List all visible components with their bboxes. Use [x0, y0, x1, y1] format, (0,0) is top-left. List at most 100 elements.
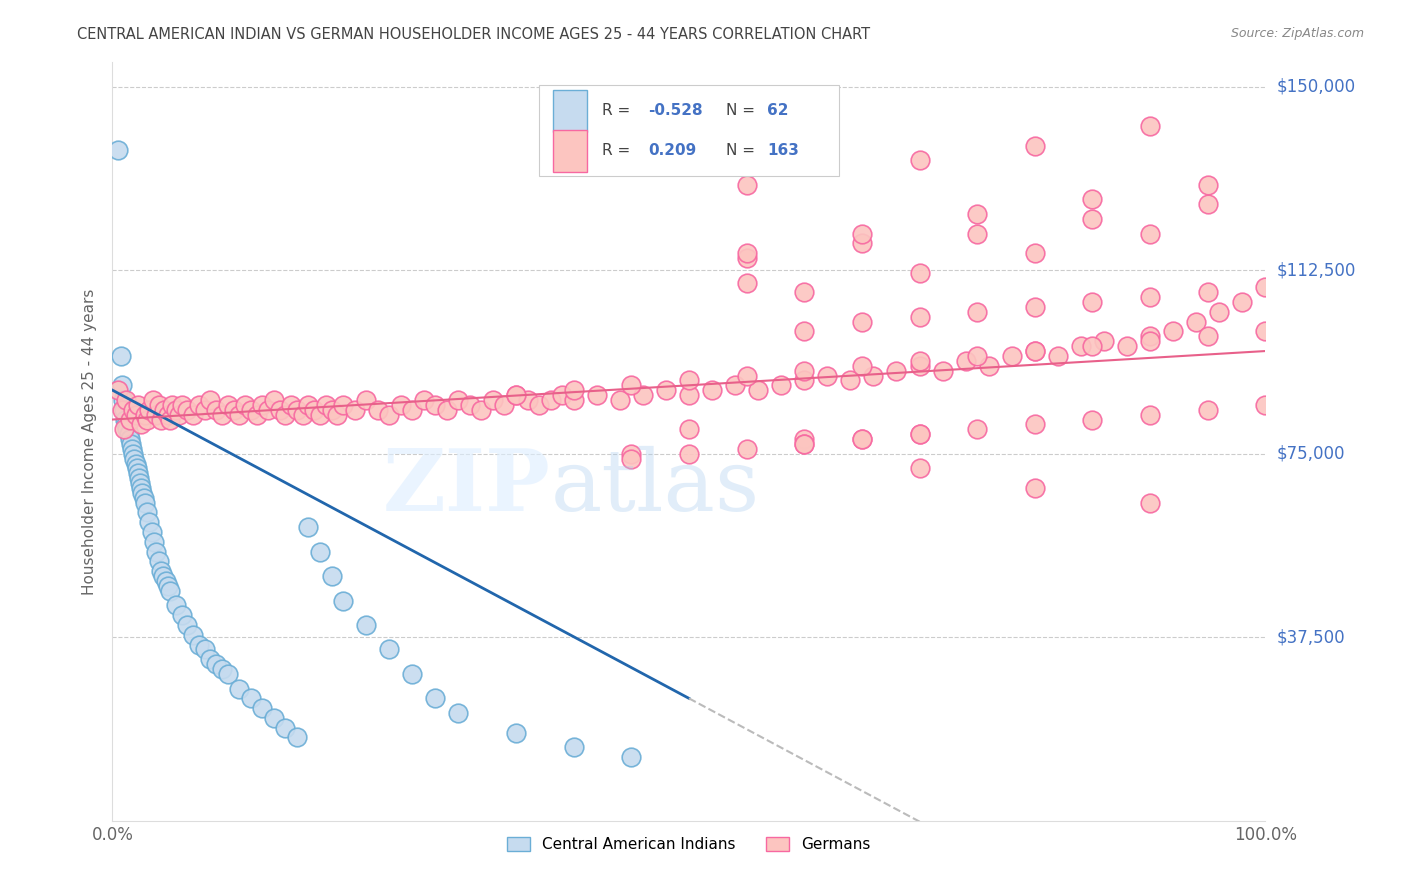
Point — [332, 593, 354, 607]
Point — [378, 642, 401, 657]
Point — [228, 408, 250, 422]
Point — [793, 432, 815, 446]
Point — [793, 363, 815, 377]
Point — [620, 451, 643, 466]
Point — [735, 368, 758, 383]
Point — [966, 422, 988, 436]
Point — [263, 392, 285, 407]
Point — [620, 447, 643, 461]
Point — [111, 402, 134, 417]
Point — [735, 251, 758, 265]
Point — [111, 392, 134, 407]
Point — [966, 207, 988, 221]
Point — [121, 442, 143, 456]
Point — [678, 373, 700, 387]
Point — [551, 388, 574, 402]
Text: 163: 163 — [768, 144, 799, 158]
Text: $150,000: $150,000 — [1277, 78, 1355, 96]
Point — [117, 422, 139, 436]
Point — [159, 583, 181, 598]
Point — [747, 383, 769, 397]
Point — [309, 544, 332, 558]
Point — [112, 422, 135, 436]
Point — [527, 398, 550, 412]
Point — [112, 402, 135, 417]
Point — [200, 652, 222, 666]
Point — [1208, 305, 1230, 319]
Point — [908, 310, 931, 324]
Point — [1139, 334, 1161, 349]
Point — [222, 402, 245, 417]
Point — [110, 349, 132, 363]
Point — [401, 666, 423, 681]
Point — [700, 383, 723, 397]
Point — [655, 383, 678, 397]
Point — [165, 402, 187, 417]
Point — [233, 398, 256, 412]
Point — [482, 392, 505, 407]
Point — [1139, 227, 1161, 241]
Point — [343, 402, 366, 417]
Point — [1197, 402, 1219, 417]
Point — [118, 432, 141, 446]
Point — [678, 447, 700, 461]
Point — [257, 402, 280, 417]
Point — [1024, 300, 1046, 314]
Point — [326, 408, 349, 422]
Point — [631, 388, 654, 402]
Point — [1254, 398, 1277, 412]
Point — [165, 599, 187, 613]
Point — [239, 691, 262, 706]
Point — [145, 544, 167, 558]
Point — [263, 711, 285, 725]
Point — [1139, 496, 1161, 510]
Point — [908, 461, 931, 475]
Point — [793, 437, 815, 451]
Point — [246, 408, 269, 422]
Y-axis label: Householder Income Ages 25 - 44 years: Householder Income Ages 25 - 44 years — [82, 288, 97, 595]
Point — [1116, 339, 1139, 353]
Point — [851, 227, 873, 241]
Point — [505, 725, 527, 739]
Point — [127, 398, 149, 412]
Point — [770, 378, 793, 392]
Point — [367, 402, 389, 417]
Point — [562, 392, 585, 407]
Point — [1092, 334, 1115, 349]
Point — [735, 246, 758, 260]
Point — [107, 144, 129, 158]
Point — [425, 398, 447, 412]
Point — [1024, 481, 1046, 495]
Point — [274, 408, 297, 422]
Point — [188, 638, 211, 652]
Text: $37,500: $37,500 — [1277, 628, 1346, 646]
Point — [516, 392, 538, 407]
Point — [122, 402, 145, 417]
Point — [585, 388, 607, 402]
Text: Source: ZipAtlas.com: Source: ZipAtlas.com — [1230, 27, 1364, 40]
Point — [494, 398, 516, 412]
Point — [228, 681, 250, 696]
Point — [159, 412, 181, 426]
Point — [124, 451, 146, 466]
Point — [129, 481, 153, 495]
Point — [447, 392, 470, 407]
Point — [1139, 290, 1161, 304]
Point — [136, 506, 159, 520]
Point — [1024, 138, 1046, 153]
Point — [678, 388, 700, 402]
Point — [562, 383, 585, 397]
Text: $112,500: $112,500 — [1277, 261, 1355, 279]
Point — [678, 422, 700, 436]
Point — [354, 618, 377, 632]
Point — [447, 706, 470, 720]
Point — [269, 402, 291, 417]
Point — [1081, 339, 1104, 353]
Point — [132, 491, 155, 505]
Point — [200, 392, 222, 407]
Point — [862, 368, 884, 383]
Point — [120, 437, 142, 451]
Text: $75,000: $75,000 — [1277, 445, 1346, 463]
Point — [1254, 325, 1277, 339]
Point — [1070, 339, 1092, 353]
